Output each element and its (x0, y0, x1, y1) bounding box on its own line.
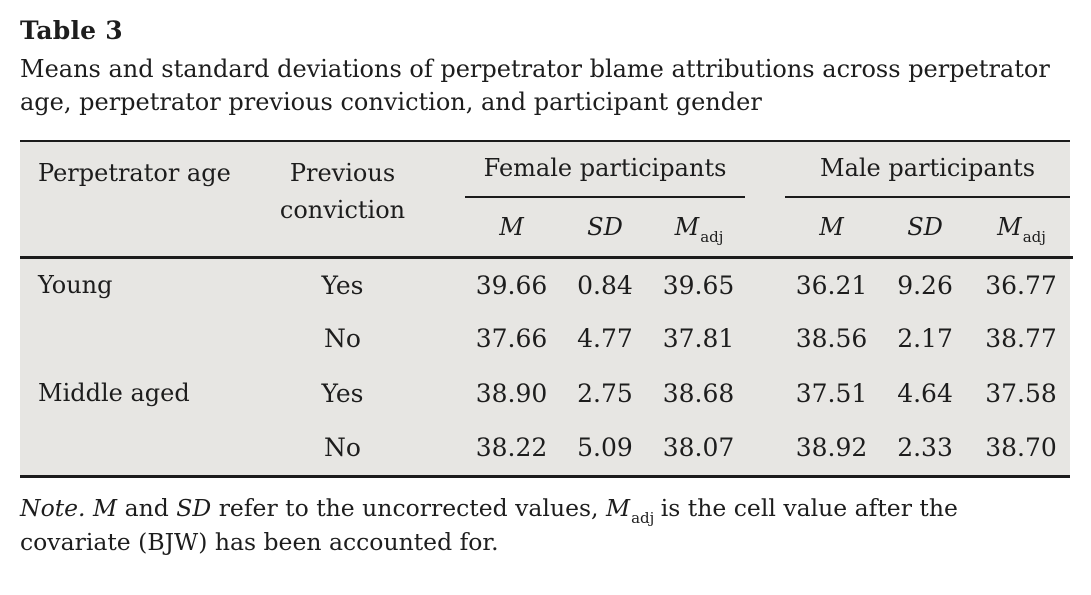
subheader-row: M SD Madj M SD Madj (20, 197, 1073, 259)
table-row: Middle aged Yes 38.90 2.75 38.68 37.51 4… (20, 366, 1073, 421)
note-madj-subscript: adj (631, 509, 655, 527)
spacer-cell (425, 312, 465, 367)
cell-conviction: No (324, 433, 361, 463)
col-header-m-female: M (465, 197, 558, 259)
note-sd: SD (176, 494, 212, 522)
cell-conviction: Yes (321, 270, 364, 300)
gap-cell (745, 366, 785, 421)
note-label: Note. (20, 494, 86, 522)
edge-cell (1070, 421, 1073, 476)
cell-male-madj: 36.77 (985, 270, 1057, 300)
cell-male-m: 38.92 (795, 433, 868, 463)
cell-male-madj: 38.77 (985, 324, 1057, 354)
edge-cell (1070, 257, 1073, 312)
cell-female-sd: 5.09 (577, 433, 633, 463)
cell-female-sd: 4.77 (577, 324, 633, 354)
cell-male-madj: 38.70 (985, 433, 1057, 463)
cell-age: Middle aged (38, 379, 190, 408)
cell-male-m: 38.56 (795, 324, 868, 354)
col-header-m-male: M (785, 197, 879, 259)
gap-cell (745, 312, 785, 367)
madj-base-female: M (674, 212, 700, 241)
spacer-cell (425, 421, 465, 476)
table-title: Table 3 (20, 16, 123, 45)
madj-subscript-female: adj (700, 227, 724, 246)
table-note: Note. M and SD refer to the uncorrected … (20, 493, 1070, 558)
cell-female-m: 39.66 (475, 270, 548, 300)
cell-female-madj: 38.68 (662, 378, 735, 408)
cell-male-madj: 37.58 (985, 378, 1057, 408)
cell-age: Young (38, 271, 113, 299)
group-header-row: Perpetrator age Previous conviction Femal… (20, 142, 1074, 259)
cell-female-m: 38.22 (475, 433, 548, 463)
group-header-female: Female participants (465, 142, 746, 198)
table-row: No 38.22 5.09 38.07 38.92 2.33 38.70 (20, 421, 1073, 476)
madj-subscript-male: adj (1022, 227, 1046, 246)
cell-female-madj: 37.81 (662, 324, 735, 354)
cell-male-sd: 2.17 (897, 324, 953, 354)
cell-female-sd: 2.75 (577, 378, 633, 408)
gap-cell (745, 421, 785, 476)
edge-cell (1070, 366, 1073, 421)
caption-line-2: age, perpetrator previous conviction, an… (20, 88, 762, 116)
cell-male-sd: 4.64 (897, 378, 953, 408)
col-header-madj-male: Madj (972, 197, 1071, 259)
cell-male-sd: 9.26 (897, 270, 953, 300)
edge-cell (1070, 312, 1073, 367)
cell-male-m: 36.21 (795, 270, 868, 300)
col-header-sd-female: SD (558, 197, 652, 259)
cell-female-sd: 0.84 (577, 270, 633, 300)
note-line1-tail: is the cell value after the (660, 494, 958, 522)
cell-female-m: 37.66 (475, 324, 548, 354)
previous-conviction-line-1: Previous (289, 159, 396, 187)
spacer-cell (425, 366, 465, 421)
spacer-cell (425, 142, 465, 259)
cell-age (20, 312, 260, 367)
cell-female-madj: 39.65 (662, 270, 735, 300)
table-row: Young Yes 39.66 0.84 39.65 36.21 9.26 36… (20, 257, 1073, 312)
gap-cell (745, 142, 786, 259)
table-caption: Means and standard deviations of perpetr… (20, 53, 1070, 119)
edge-cell (1070, 142, 1074, 259)
cell-female-madj: 38.07 (662, 433, 735, 463)
note-m: M (93, 494, 118, 522)
spacer-cell (425, 257, 465, 312)
table-row: No 37.66 4.77 37.81 38.56 2.17 38.77 (20, 312, 1073, 367)
group-header-male: Male participants (785, 142, 1071, 198)
cell-female-m: 38.90 (475, 378, 548, 408)
col-header-perpetrator-age: Perpetrator age (20, 142, 260, 259)
note-line-2: covariate (BJW) has been accounted for. (20, 528, 499, 556)
madj-base-male: M (997, 212, 1022, 241)
gap-cell (745, 257, 785, 312)
stats-table: Perpetrator age Previous conviction Femal… (20, 142, 1074, 476)
col-header-sd-male: SD (878, 197, 973, 259)
cell-male-m: 37.51 (795, 378, 868, 408)
note-madj-base: M (606, 494, 631, 522)
stats-table-container: Perpetrator age Previous conviction Femal… (20, 140, 1074, 478)
note-refer: refer to the uncorrected values, (218, 494, 599, 522)
cell-age (20, 421, 260, 476)
note-and: and (124, 494, 169, 522)
caption-line-1: Means and standard deviations of perpetr… (20, 55, 1050, 83)
cell-conviction: Yes (321, 378, 364, 408)
col-header-madj-female: Madj (652, 197, 746, 259)
previous-conviction-line-2: conviction (279, 196, 406, 224)
cell-conviction: No (324, 324, 361, 354)
cell-male-sd: 2.33 (897, 433, 953, 463)
col-header-previous-conviction: Previous conviction (260, 142, 425, 259)
